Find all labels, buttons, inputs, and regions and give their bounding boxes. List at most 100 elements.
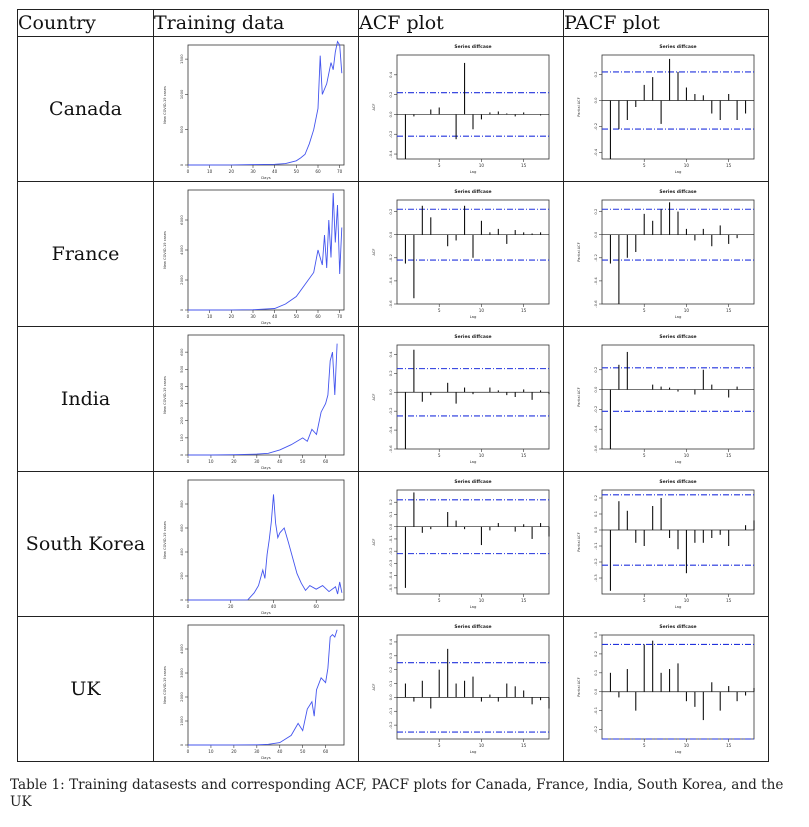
y-tick-label: -0.1 bbox=[593, 706, 598, 714]
x-tick-label: 60 bbox=[323, 459, 329, 464]
y-tick-label: 500 bbox=[179, 365, 184, 373]
training-cell: 0 200 400 600 800 0 20 40 60 Days New COVID-19 cas… bbox=[153, 471, 359, 617]
x-tick-label: 0 bbox=[187, 169, 190, 174]
x-axis-label: Days bbox=[261, 175, 270, 180]
y-tick-label: 0 bbox=[179, 743, 184, 746]
x-tick-label: 0 bbox=[187, 749, 190, 754]
plot-frame bbox=[187, 479, 345, 601]
country-name: UK bbox=[17, 616, 154, 762]
y-tick-label: -0.3 bbox=[593, 574, 598, 582]
x-axis-label: Lag bbox=[470, 459, 477, 464]
x-tick-label: 20 bbox=[229, 314, 235, 319]
plot-title: Series diffcase bbox=[659, 189, 696, 195]
y-tick-label: 1000 bbox=[179, 89, 184, 99]
plot-frame bbox=[601, 634, 755, 740]
x-axis-label: Lag bbox=[675, 749, 682, 754]
training-plot: 0 100 200 300 400 500 600 0 10 20 30 40 50 60 Days New … bbox=[163, 334, 345, 470]
pacf-plot: Series diffcase 0.2 0.0 -0.2 -0.4 -0.6 5 10 15 La… bbox=[577, 189, 755, 319]
plot-frame bbox=[187, 334, 345, 456]
pacf-plot: Series diffcase 0.2 0.1 0.0 -0.1 -0.2 -0.3 5 10 1… bbox=[577, 479, 755, 609]
y-tick-label: 0.0 bbox=[593, 97, 598, 104]
x-tick-label: 15 bbox=[521, 308, 527, 313]
y-axis-label: Partial ACF bbox=[577, 242, 581, 261]
y-tick-label: -0.6 bbox=[388, 445, 393, 453]
y-tick-label: 2000 bbox=[179, 275, 184, 285]
plot-frame bbox=[601, 199, 755, 305]
acf-plot: Series diffcase 0.4 0.2 0.0 -0.2 -0.4 -0.6 5 10 1… bbox=[372, 334, 550, 464]
x-tick-label: 50 bbox=[294, 314, 300, 319]
acf-cell: Series diffcase 0.2 0.0 -0.2 -0.4 -0.6 5 10 15 La… bbox=[358, 181, 564, 327]
y-tick-label: 0.4 bbox=[388, 638, 393, 645]
acf-cell: Series diffcase 0.4 0.2 0.0 -0.2 -0.4 5 10 15 Lag… bbox=[358, 36, 564, 182]
y-tick-label: 0.0 bbox=[593, 386, 598, 393]
pacf-cell: Series diffcase 0.2 0.0 -0.2 -0.4 -0.6 5 10 15 La… bbox=[563, 326, 769, 472]
x-tick-label: 15 bbox=[521, 163, 527, 168]
table-caption: Table 1: Training datasests and correspo… bbox=[10, 777, 784, 810]
x-tick-label: 20 bbox=[228, 604, 234, 609]
x-tick-label: 10 bbox=[684, 163, 690, 168]
training-plot: 0 2000 4000 6000 0 10 20 30 40 50 60 70 Days New COVI… bbox=[163, 189, 345, 325]
x-tick-label: 60 bbox=[323, 749, 329, 754]
x-axis-label: Days bbox=[261, 320, 270, 325]
y-tick-label: 600 bbox=[179, 348, 184, 356]
y-tick-label: 0.3 bbox=[593, 631, 598, 638]
y-tick-label: -0.2 bbox=[593, 253, 598, 261]
y-tick-label: 0.0 bbox=[593, 688, 598, 695]
acf-plot: Series diffcase 0.2 0.0 -0.2 -0.4 -0.6 5 10 15 La… bbox=[372, 189, 550, 319]
x-tick-label: 10 bbox=[479, 308, 485, 313]
x-axis-label: Lag bbox=[675, 169, 682, 174]
x-tick-label: 0 bbox=[187, 459, 190, 464]
y-axis-label: Partial ACF bbox=[577, 97, 581, 116]
x-axis-label: Lag bbox=[470, 314, 477, 319]
y-tick-label: 0.0 bbox=[388, 389, 393, 396]
y-tick-label: 400 bbox=[179, 548, 184, 556]
y-tick-label: 0.3 bbox=[388, 652, 393, 659]
pacf-cell: Series diffcase 0.2 0.0 -0.2 -0.4 -0.6 5 10 15 La… bbox=[563, 181, 769, 327]
y-tick-label: 0.1 bbox=[388, 511, 393, 518]
plot-frame bbox=[396, 54, 550, 160]
plot-frame bbox=[601, 54, 755, 160]
y-tick-label: 0.2 bbox=[593, 71, 598, 78]
pacf-cell: Series diffcase 0.2 0.0 -0.2 -0.4 5 10 15 Lag Par… bbox=[563, 36, 769, 182]
x-tick-label: 5 bbox=[643, 743, 646, 748]
table-row: Canada 0 500 1000 1500 0 10 20 30 40 50 60 70 Days Ne… bbox=[17, 36, 769, 182]
y-tick-label: -0.6 bbox=[388, 300, 393, 308]
header-row: Country Training data ACF plot PACF plot bbox=[17, 9, 769, 37]
x-tick-label: 5 bbox=[643, 453, 646, 458]
x-tick-label: 10 bbox=[207, 314, 213, 319]
y-tick-label: 0.0 bbox=[388, 694, 393, 701]
x-tick-label: 50 bbox=[300, 749, 306, 754]
x-tick-label: 70 bbox=[337, 169, 343, 174]
y-tick-label: 0.1 bbox=[388, 680, 393, 687]
x-tick-label: 50 bbox=[300, 459, 306, 464]
y-tick-label: 400 bbox=[179, 382, 184, 390]
x-tick-label: 10 bbox=[479, 453, 485, 458]
y-tick-label: -0.2 bbox=[388, 130, 393, 138]
training-plot: 0 1000 2000 3000 4000 0 10 20 30 40 50 60 Days New CO… bbox=[163, 624, 345, 760]
y-tick-label: 200 bbox=[179, 417, 184, 425]
x-tick-label: 20 bbox=[229, 169, 235, 174]
training-cell: 0 2000 4000 6000 0 10 20 30 40 50 60 70 Days New COVI… bbox=[153, 181, 359, 327]
y-axis-label: ACF bbox=[372, 249, 376, 256]
x-tick-label: 60 bbox=[314, 604, 320, 609]
y-tick-label: -0.6 bbox=[593, 300, 598, 308]
x-tick-label: 10 bbox=[208, 459, 214, 464]
table-row: UK 0 1000 2000 3000 4000 0 10 20 30 40 50 60 Days New… bbox=[17, 616, 769, 762]
y-tick-label: 0.2 bbox=[388, 208, 393, 215]
plot-frame bbox=[601, 489, 755, 595]
plot-frame bbox=[187, 44, 345, 166]
x-tick-label: 5 bbox=[438, 743, 441, 748]
x-tick-label: 5 bbox=[643, 308, 646, 313]
x-tick-label: 20 bbox=[231, 459, 237, 464]
x-tick-label: 40 bbox=[277, 749, 283, 754]
plot-frame bbox=[396, 344, 550, 450]
y-axis-label: New COVID-19 cases bbox=[163, 666, 167, 704]
x-tick-label: 15 bbox=[521, 598, 527, 603]
acf-cell: Series diffcase 0.2 0.1 0.0 -0.1 -0.2 -0.3 -0.4… bbox=[358, 471, 564, 617]
y-tick-label: 0.4 bbox=[388, 71, 393, 78]
pacf-plot: Series diffcase 0.2 0.0 -0.2 -0.4 -0.6 5 10 15 La… bbox=[577, 334, 755, 464]
y-tick-label: 0.1 bbox=[593, 669, 598, 676]
x-tick-label: 15 bbox=[521, 453, 527, 458]
results-table: Country Training data ACF plot PACF plot… bbox=[17, 9, 769, 762]
y-tick-label: -0.4 bbox=[388, 277, 393, 285]
